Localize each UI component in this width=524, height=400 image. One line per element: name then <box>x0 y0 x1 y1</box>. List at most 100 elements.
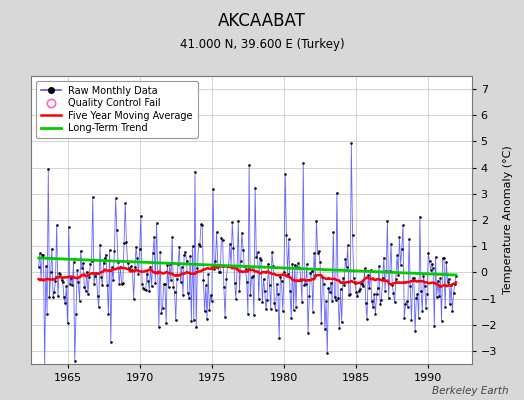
Point <box>280 269 288 276</box>
Point <box>122 239 130 245</box>
Point <box>96 242 104 248</box>
Point <box>376 301 385 308</box>
Point <box>318 273 326 280</box>
Point <box>351 280 359 286</box>
Point <box>212 229 221 235</box>
Point <box>136 246 144 252</box>
Point <box>161 281 169 288</box>
Point <box>288 260 297 267</box>
Point <box>67 274 75 281</box>
Point <box>121 200 129 206</box>
Point <box>276 273 285 280</box>
Point <box>183 290 192 296</box>
Point <box>114 259 122 265</box>
Point <box>79 260 88 266</box>
Point <box>227 263 235 270</box>
Point <box>256 255 264 262</box>
Point <box>333 189 341 196</box>
Point <box>407 316 416 323</box>
Point <box>316 259 324 266</box>
Point <box>143 270 151 277</box>
Point <box>202 282 210 289</box>
Point <box>156 249 165 255</box>
Point <box>226 240 234 247</box>
Point <box>163 262 171 268</box>
Point <box>222 276 231 282</box>
Point <box>178 264 186 270</box>
Point <box>395 234 403 240</box>
Point <box>189 243 197 249</box>
Point <box>260 288 269 295</box>
Point <box>148 283 156 289</box>
Point <box>417 288 425 294</box>
Point <box>446 301 454 308</box>
Point <box>450 290 458 296</box>
Legend: Raw Monthly Data, Quality Control Fail, Five Year Moving Average, Long-Term Tren: Raw Monthly Data, Quality Control Fail, … <box>36 81 198 138</box>
Point <box>154 268 162 275</box>
Point <box>410 275 418 281</box>
Point <box>358 281 366 288</box>
Point <box>95 304 103 310</box>
Point <box>267 306 275 312</box>
Point <box>181 248 190 255</box>
Point <box>215 268 223 275</box>
Point <box>230 245 238 251</box>
Point <box>103 282 112 288</box>
Point <box>116 263 125 270</box>
Point <box>78 265 86 272</box>
Point <box>155 323 163 330</box>
Point <box>263 296 271 303</box>
Point <box>402 298 411 304</box>
Point <box>217 234 226 241</box>
Point <box>369 304 377 311</box>
Point <box>335 325 344 331</box>
Point <box>139 285 147 292</box>
Point <box>345 292 353 298</box>
Point <box>320 280 328 287</box>
Point <box>270 300 279 306</box>
Point <box>186 253 194 260</box>
Point <box>289 307 298 313</box>
Point <box>412 295 420 301</box>
Point <box>379 254 388 261</box>
Point <box>375 262 383 269</box>
Point <box>144 278 152 284</box>
Point <box>101 255 109 261</box>
Point <box>283 270 292 277</box>
Point <box>48 246 56 252</box>
Point <box>55 270 63 276</box>
Point <box>405 236 413 242</box>
Point <box>334 295 342 301</box>
Point <box>75 298 84 305</box>
Point <box>165 284 173 290</box>
Point <box>394 272 402 278</box>
Point <box>246 292 255 298</box>
Point <box>385 295 393 301</box>
Point <box>239 246 247 253</box>
Point <box>303 261 311 268</box>
Point <box>411 328 419 334</box>
Point <box>444 276 453 282</box>
Point <box>192 324 200 331</box>
Point <box>298 299 306 305</box>
Point <box>125 265 133 272</box>
Point <box>115 281 124 287</box>
Point <box>251 184 259 191</box>
Point <box>209 186 217 192</box>
Point <box>141 287 150 293</box>
Point <box>400 315 408 321</box>
Point <box>206 292 215 299</box>
Point <box>311 272 320 278</box>
Point <box>344 242 352 249</box>
Point <box>322 298 330 304</box>
Point <box>104 310 113 317</box>
Point <box>232 296 240 302</box>
Point <box>346 291 354 297</box>
Point <box>305 293 313 300</box>
Point <box>149 250 157 256</box>
Point <box>216 269 224 276</box>
Point <box>35 264 43 270</box>
Point <box>97 274 105 280</box>
Point <box>269 263 277 269</box>
Point <box>418 308 427 314</box>
